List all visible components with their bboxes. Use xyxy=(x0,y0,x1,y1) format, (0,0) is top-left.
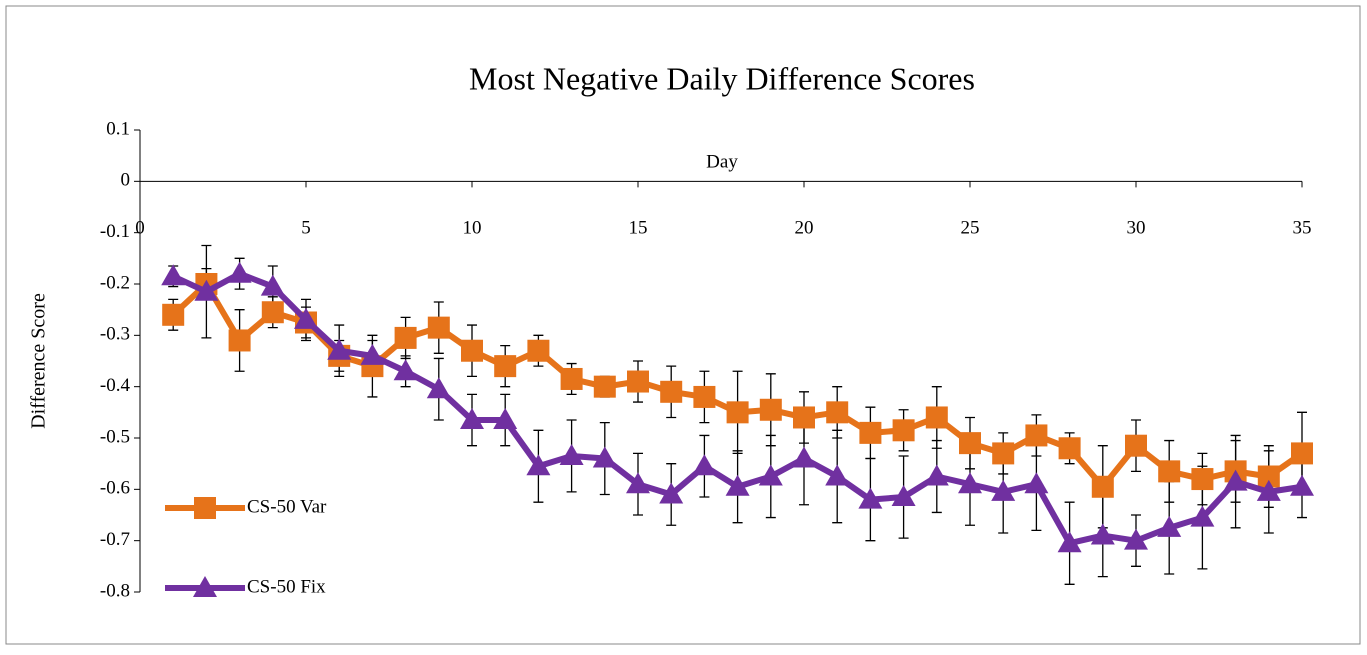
marker xyxy=(958,472,982,494)
marker xyxy=(892,419,915,442)
marker xyxy=(692,454,717,476)
marker xyxy=(394,326,417,349)
marker xyxy=(162,303,185,326)
marker xyxy=(261,301,284,324)
marker xyxy=(1157,515,1182,537)
y-tick-label: -0.1 xyxy=(100,221,130,242)
marker xyxy=(792,446,816,468)
legend-label: CS-50 Var xyxy=(247,496,327,517)
marker xyxy=(626,472,650,494)
marker xyxy=(991,479,1016,501)
x-tick-label: 20 xyxy=(795,218,814,239)
marker xyxy=(793,406,815,429)
marker xyxy=(1025,424,1048,447)
legend-marker xyxy=(194,497,216,519)
marker xyxy=(1125,434,1147,457)
legend-marker xyxy=(193,576,217,597)
marker xyxy=(228,329,251,352)
marker xyxy=(758,464,783,486)
marker xyxy=(327,338,352,360)
marker xyxy=(427,316,450,339)
y-tick-label: -0.4 xyxy=(100,375,131,396)
legend-label: CS-50 Fix xyxy=(247,576,326,597)
marker xyxy=(826,401,849,424)
marker xyxy=(1124,528,1148,550)
marker xyxy=(227,261,252,283)
marker xyxy=(526,454,551,476)
marker xyxy=(925,406,948,429)
y-tick-label: -0.2 xyxy=(100,272,130,293)
marker xyxy=(992,442,1015,465)
x-tick-label: 5 xyxy=(301,218,311,239)
marker xyxy=(659,482,684,504)
marker xyxy=(260,274,285,296)
x-tick-label: 0 xyxy=(135,218,145,239)
marker xyxy=(924,464,949,486)
marker xyxy=(627,370,649,393)
y-tick-label: -0.5 xyxy=(100,426,130,447)
marker xyxy=(1291,442,1313,465)
marker xyxy=(1024,472,1049,494)
marker xyxy=(726,401,749,424)
marker xyxy=(461,339,483,362)
marker xyxy=(560,367,583,390)
y-tick-label: 0.1 xyxy=(106,118,130,139)
chart-title: Most Negative Daily Difference Scores xyxy=(469,60,975,96)
marker xyxy=(393,359,418,381)
marker xyxy=(1158,460,1181,483)
marker xyxy=(1191,468,1214,491)
x-tick-label: 15 xyxy=(629,218,648,239)
marker xyxy=(161,264,186,286)
marker xyxy=(825,464,850,486)
y-axis-title: Difference Score xyxy=(28,293,50,429)
marker xyxy=(527,339,550,362)
marker xyxy=(891,485,916,507)
x-tick-label: 25 xyxy=(961,218,980,239)
marker xyxy=(858,487,883,509)
marker xyxy=(1223,469,1248,491)
x-axis-title: Day xyxy=(706,151,738,172)
marker xyxy=(959,432,981,455)
marker xyxy=(759,398,782,421)
x-tick-label: 30 xyxy=(1127,218,1146,239)
marker xyxy=(1057,531,1082,553)
marker xyxy=(1190,505,1215,527)
y-tick-label: -0.3 xyxy=(100,324,130,345)
marker xyxy=(460,408,484,430)
x-tick-label: 10 xyxy=(463,218,482,239)
marker xyxy=(559,443,584,465)
marker xyxy=(1257,465,1280,488)
marker xyxy=(194,279,219,301)
marker xyxy=(493,408,518,430)
marker xyxy=(426,377,451,399)
marker xyxy=(592,446,617,468)
marker xyxy=(1256,479,1281,501)
marker xyxy=(660,380,683,403)
y-tick-label: -0.7 xyxy=(100,529,130,550)
marker xyxy=(1091,475,1114,498)
marker xyxy=(494,355,517,378)
marker xyxy=(1058,437,1081,460)
y-tick-label: -0.6 xyxy=(100,478,130,499)
marker xyxy=(360,343,385,365)
marker xyxy=(593,375,616,398)
marker xyxy=(725,474,750,496)
y-tick-label: -0.8 xyxy=(100,580,130,601)
x-tick-label: 35 xyxy=(1293,218,1312,239)
y-tick-label: 0 xyxy=(121,170,131,191)
marker xyxy=(693,385,716,408)
marker xyxy=(859,421,882,444)
chart-border xyxy=(5,5,1361,645)
marker xyxy=(294,307,318,329)
marker xyxy=(1290,474,1314,496)
marker xyxy=(1090,523,1115,545)
